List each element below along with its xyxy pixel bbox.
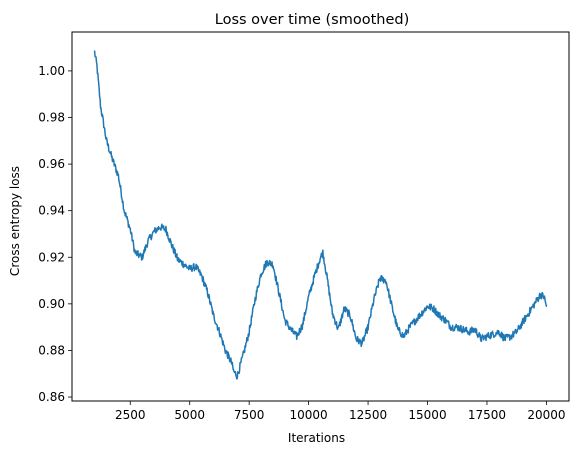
y-tick-label: 0.94 — [38, 204, 65, 218]
x-tick-label: 2500 — [115, 408, 146, 422]
x-axis-label: Iterations — [288, 431, 345, 445]
x-tick-label: 20000 — [527, 408, 565, 422]
x-tick-label: 12500 — [349, 408, 387, 422]
x-tick-label: 10000 — [290, 408, 328, 422]
y-tick-label: 1.00 — [38, 64, 65, 78]
chart-title: Loss over time (smoothed) — [215, 12, 409, 28]
y-tick-label: 0.96 — [38, 157, 65, 171]
x-tick-label: 15000 — [408, 408, 446, 422]
y-axis-label: Cross entropy loss — [8, 166, 22, 276]
x-tick-label: 17500 — [468, 408, 506, 422]
x-tick-label: 7500 — [234, 408, 265, 422]
y-tick-label: 0.90 — [38, 297, 65, 311]
y-tick-label: 0.88 — [38, 343, 65, 357]
y-tick-label: 0.86 — [38, 390, 65, 404]
x-tick-label: 5000 — [174, 408, 205, 422]
y-tick-label: 0.98 — [38, 110, 65, 124]
y-tick-label: 0.92 — [38, 250, 65, 264]
